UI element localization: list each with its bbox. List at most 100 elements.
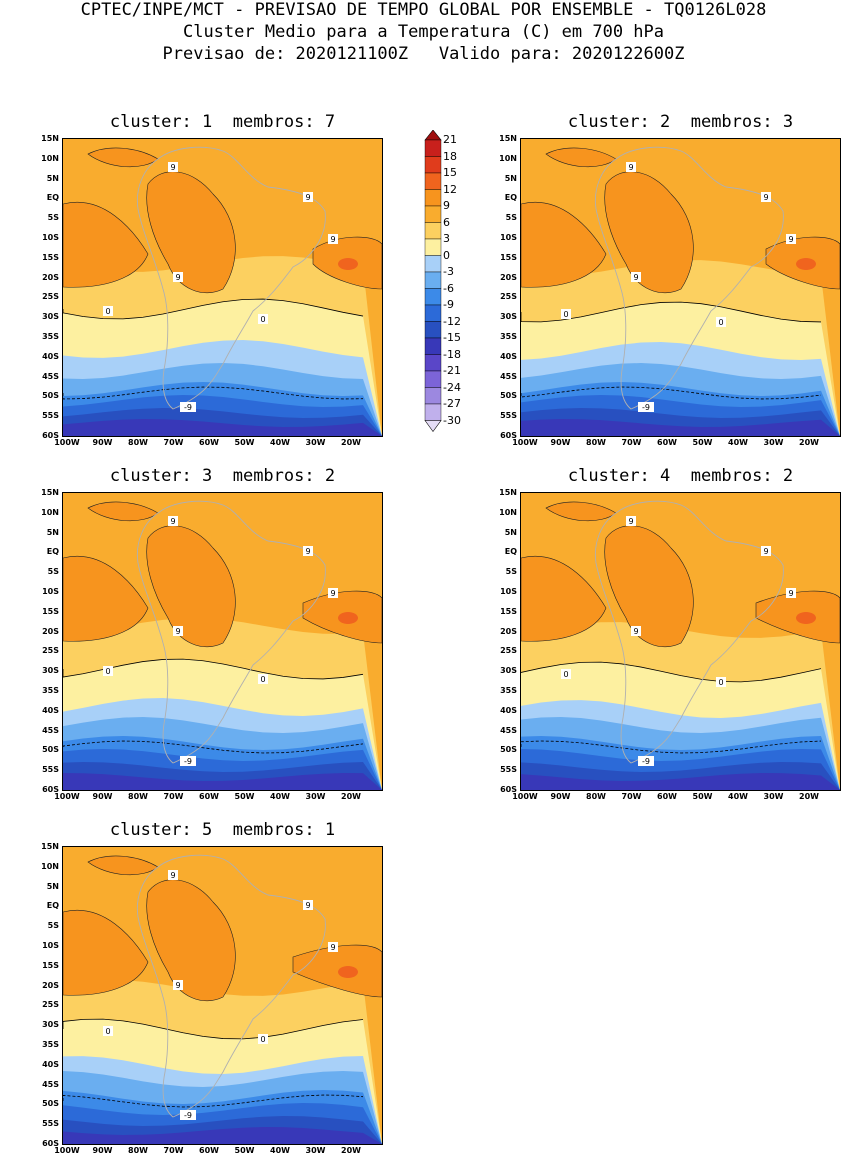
contour-minus9 (63, 1094, 364, 1108)
contour-0 (521, 301, 822, 323)
lat-tick-label: 40S (42, 351, 59, 361)
colorbar-label: -12 (443, 314, 461, 328)
contour-label-bg (180, 756, 196, 766)
lat-tick-label: 55S (42, 1119, 59, 1129)
colorbar-segment (424, 387, 442, 405)
panel-title-5: cluster: 5 membros: 1 (109, 820, 336, 840)
contour-label: 9 (170, 163, 175, 172)
lon-tick-label: 40W (728, 792, 748, 801)
lon-tick-label: 50W (692, 438, 713, 447)
lat-tick-label: 25S (42, 1000, 59, 1010)
contour-label-bg (258, 1034, 268, 1044)
lat-tick-label: 10N (499, 507, 517, 517)
lon-tick-label: 70W (621, 792, 642, 801)
hot-spot (338, 966, 358, 978)
contour-label: 9 (633, 273, 638, 282)
temp-band (63, 1127, 382, 1144)
map-panel-1: 9 9 9 9 0 0 -9 (62, 138, 383, 437)
lon-tick-label: 60W (657, 792, 677, 801)
lat-tick-label: 55S (500, 411, 517, 421)
lat-tick-label: 40S (500, 351, 517, 361)
lat-tick-label: 45S (42, 725, 59, 735)
lon-tick-label: 50W (234, 438, 255, 447)
contour-label: 0 (260, 315, 265, 324)
warm-region (521, 202, 607, 288)
lat-tick-label: 35S (42, 332, 59, 341)
lat-tick-label: 15N (41, 488, 59, 497)
contour-label: 9 (330, 589, 335, 598)
lon-tick-label: 50W (234, 1146, 255, 1155)
lon-tick-label: 40W (270, 1146, 290, 1155)
lat-tick-label: 30S (500, 312, 517, 322)
colorbar-segment (424, 205, 442, 223)
lat-tick-label: 5N (46, 173, 59, 183)
colorbar-label: -3 (443, 265, 454, 278)
warm-region (521, 556, 607, 642)
warm-region (604, 171, 694, 294)
colorbar-segment (424, 189, 442, 207)
contour-label-bg (168, 870, 178, 880)
map-panel-3: 9 9 9 9 0 0 -9 (62, 492, 383, 791)
contour-label-bg (761, 192, 771, 202)
colorbar-segment (424, 304, 442, 322)
contour-label: 9 (788, 235, 793, 244)
lon-tick-label: 40W (270, 438, 290, 447)
hot-spot (338, 258, 358, 270)
contour-label: -9 (184, 403, 192, 412)
lon-tick-label: 20W (341, 792, 361, 801)
lon-tick-label: 30W (305, 438, 326, 447)
lat-tick-label: 5S (47, 213, 59, 223)
continent-outline (136, 146, 326, 410)
contour-label-bg (786, 588, 796, 598)
header-line1: CPTEC/INPE/MCT - PREVISAO DE TEMPO GLOBA… (80, 0, 767, 20)
lon-tick-label: 30W (305, 1146, 326, 1155)
lat-tick-label: 60S (42, 1139, 59, 1148)
lat-tick-label: EQ (504, 193, 517, 203)
contour-label: -9 (642, 757, 650, 766)
contour-label: -9 (184, 1111, 192, 1120)
lat-tick-label: 10S (42, 941, 59, 950)
lon-tick-label: 90W (92, 438, 113, 447)
lat-tick-label: 20S (42, 272, 59, 282)
temp-band (63, 419, 382, 436)
panel-title-3: cluster: 3 membros: 2 (109, 466, 336, 486)
contour-label-bg (631, 272, 641, 282)
continent-outline (594, 500, 784, 764)
header-line2: Cluster Medio para a Temperatura (C) em … (182, 22, 665, 42)
lat-tick-label: 20S (42, 980, 59, 990)
lon-tick-label: 80W (586, 792, 606, 801)
lat-tick-label: 15S (42, 252, 59, 262)
contour-label: 0 (718, 678, 723, 687)
colorbar-label: 12 (443, 182, 457, 196)
colorbar-label: -24 (443, 380, 461, 394)
lat-tick-label: 55S (42, 411, 59, 421)
contour-label: 9 (175, 273, 180, 282)
lon-tick-label: 20W (341, 1146, 361, 1155)
lat-tick-label: 15N (41, 134, 59, 143)
header-line3: Previsao de: 2020121100Z Valido para: 20… (162, 44, 685, 64)
lat-tick-label: 15S (500, 252, 517, 262)
lat-tick-label: 20S (42, 626, 59, 636)
lon-tick-label: 80W (586, 438, 606, 447)
contour-label: 9 (305, 547, 310, 556)
colorbar-segment (424, 222, 442, 240)
colorbar-segment (424, 156, 442, 174)
contour-label-bg (626, 162, 636, 172)
colorbar-label: -18 (443, 347, 461, 361)
lat-tick-label: 40S (42, 1059, 59, 1069)
colorbar-label: 6 (443, 215, 450, 229)
lon-tick-label: 60W (199, 1146, 219, 1155)
contour-0 (521, 661, 822, 683)
lon-tick-label: 30W (763, 792, 784, 801)
lon-tick-label: 90W (92, 792, 113, 801)
contour-label: 0 (105, 1027, 110, 1036)
lat-tick-label: 35S (42, 686, 59, 695)
lat-tick-label: 35S (500, 332, 517, 341)
colorbar-label: 21 (443, 133, 457, 146)
lat-tick-label: 10S (42, 233, 59, 242)
colorbar-segment (424, 370, 442, 388)
colorbar-label: -30 (443, 413, 461, 427)
contour-label-bg (258, 314, 268, 324)
lat-tick-label: 40S (500, 705, 517, 715)
colorbar-segment (424, 321, 442, 339)
